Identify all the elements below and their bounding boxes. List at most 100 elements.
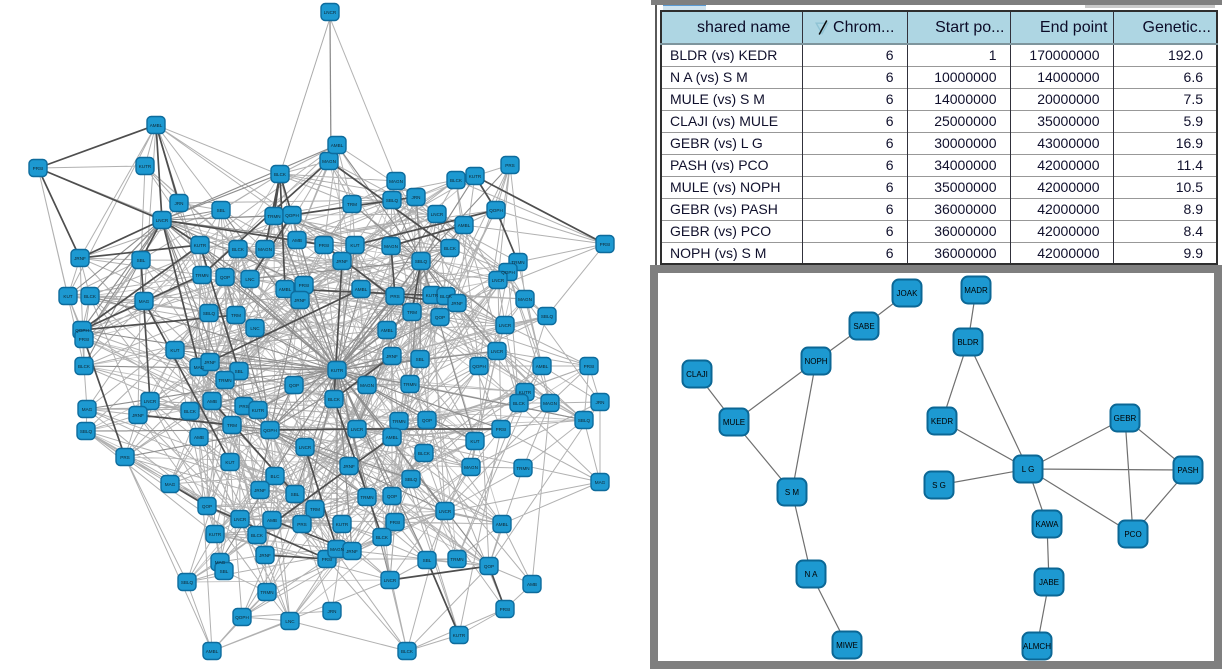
svg-text:AMBL: AMBL xyxy=(381,328,394,333)
svg-text:BLCK: BLCK xyxy=(418,451,431,456)
svg-text:BLCK: BLCK xyxy=(450,178,463,183)
svg-text:QOP: QOP xyxy=(289,383,299,388)
svg-text:JRNF: JRNF xyxy=(343,464,355,469)
svg-text:AMBL: AMBL xyxy=(458,223,471,228)
svg-text:LNCR: LNCR xyxy=(431,212,444,217)
svg-text:LNC: LNC xyxy=(250,326,260,331)
svg-text:SBL: SBL xyxy=(137,258,146,263)
svg-text:TRMN: TRMN xyxy=(511,260,524,265)
svg-text:GEBR: GEBR xyxy=(1114,414,1137,423)
svg-text:KUT: KUT xyxy=(470,439,479,444)
svg-text:JRN: JRN xyxy=(175,201,184,206)
svg-text:SBLQ: SBLQ xyxy=(386,198,399,203)
svg-text:PRSI: PRSI xyxy=(79,337,90,342)
svg-text:MAG: MAG xyxy=(194,365,205,370)
svg-text:AMBL: AMBL xyxy=(279,287,292,292)
svg-text:LNCR: LNCR xyxy=(144,399,157,404)
svg-text:AMBL: AMBL xyxy=(386,435,399,440)
svg-text:PRSI: PRSI xyxy=(322,557,333,562)
svg-text:KUTR: KUTR xyxy=(194,243,207,248)
svg-text:SBLQ: SBLQ xyxy=(80,429,93,434)
svg-text:QOPH: QOPH xyxy=(489,208,503,213)
svg-text:LNCR: LNCR xyxy=(384,578,397,583)
svg-text:KUTR: KUTR xyxy=(252,408,265,413)
svg-text:QOPH: QOPH xyxy=(263,428,277,433)
svg-text:JRN: JRN xyxy=(596,400,605,405)
svg-text:MAGN: MAGN xyxy=(360,383,374,388)
svg-text:MULE: MULE xyxy=(723,418,745,427)
svg-text:TRM: TRM xyxy=(407,310,417,315)
svg-text:BLC: BLC xyxy=(271,474,281,479)
svg-text:PRS: PRS xyxy=(297,522,306,527)
svg-text:PRSI: PRSI xyxy=(500,607,511,612)
svg-text:PRS: PRS xyxy=(390,294,399,299)
svg-text:TRM: TRM xyxy=(231,313,241,318)
svg-text:SBL: SBL xyxy=(220,569,229,574)
svg-text:AMBL: AMBL xyxy=(150,123,163,128)
svg-text:TRMN: TRMN xyxy=(392,419,405,424)
svg-text:KUTR: KUTR xyxy=(453,633,466,638)
svg-text:KUTR: KUTR xyxy=(336,522,349,527)
svg-text:QOPH: QOPH xyxy=(235,615,249,620)
svg-text:SBLQ: SBLQ xyxy=(405,477,418,482)
svg-text:BLCK: BLCK xyxy=(232,247,245,252)
svg-text:KUTR: KUTR xyxy=(139,164,152,169)
svg-text:SBLQ: SBLQ xyxy=(415,259,428,264)
svg-text:TRMN: TRMN xyxy=(450,557,463,562)
svg-text:AMB: AMB xyxy=(194,435,204,440)
svg-text:MADR: MADR xyxy=(964,286,988,295)
svg-text:AMBL: AMBL xyxy=(355,287,368,292)
svg-text:JRNF: JRNF xyxy=(294,298,306,303)
svg-text:SBLQ: SBLQ xyxy=(203,311,216,316)
svg-text:JRN: JRN xyxy=(412,195,421,200)
svg-text:JRNF: JRNF xyxy=(254,488,266,493)
svg-text:JRNF: JRNF xyxy=(386,354,398,359)
svg-text:QOPH: QOPH xyxy=(285,213,299,218)
svg-text:PRSI: PRSI xyxy=(319,243,330,248)
svg-text:KUT: KUT xyxy=(170,348,179,353)
svg-text:AMB: AMB xyxy=(267,518,277,523)
svg-text:JRNF: JRNF xyxy=(259,553,271,558)
svg-text:JRNF: JRNF xyxy=(132,413,144,418)
svg-text:AMBL: AMBL xyxy=(206,649,219,654)
svg-text:TRMN: TRMN xyxy=(360,495,373,500)
svg-text:LNCR: LNCR xyxy=(156,218,169,223)
svg-text:PRSI: PRSI xyxy=(496,427,507,432)
svg-text:PRSI: PRSI xyxy=(33,166,44,171)
svg-text:LNCR: LNCR xyxy=(492,278,505,283)
svg-text:PRS: PRS xyxy=(505,163,514,168)
svg-text:JRNF: JRNF xyxy=(346,549,358,554)
svg-text:MAGN: MAGN xyxy=(543,401,557,406)
svg-text:MAGN: MAGN xyxy=(464,465,478,470)
svg-text:SBL: SBL xyxy=(423,558,432,563)
svg-text:KAWA: KAWA xyxy=(1036,520,1060,529)
svg-text:AMBL: AMBL xyxy=(496,522,509,527)
svg-text:BLCK: BLCK xyxy=(444,246,457,251)
svg-text:JRN: JRN xyxy=(328,609,337,614)
svg-text:MAGN: MAGN xyxy=(384,244,398,249)
svg-text:PRSI: PRSI xyxy=(299,283,310,288)
svg-text:MAGN: MAGN xyxy=(330,547,344,552)
svg-text:MAG: MAG xyxy=(139,299,150,304)
svg-text:QOP: QOP xyxy=(202,504,212,509)
svg-text:SABE: SABE xyxy=(853,322,874,331)
svg-text:BLCK: BLCK xyxy=(251,533,264,538)
svg-text:BLCK: BLCK xyxy=(328,397,341,402)
svg-text:BLCK: BLCK xyxy=(513,401,526,406)
svg-text:SBLQ: SBLQ xyxy=(181,580,194,585)
svg-text:LNCR: LNCR xyxy=(491,349,504,354)
svg-text:PRSI: PRSI xyxy=(584,364,595,369)
svg-text:BLCK: BLCK xyxy=(440,294,453,299)
svg-text:MAGN: MAGN xyxy=(389,179,403,184)
svg-text:TRMN: TRMN xyxy=(403,382,416,387)
svg-text:AMBL: AMBL xyxy=(536,364,549,369)
svg-text:BLCK: BLCK xyxy=(78,364,91,369)
svg-text:JRNF: JRNF xyxy=(336,259,348,264)
svg-text:JRNF: JRNF xyxy=(451,301,463,306)
svg-text:PCO: PCO xyxy=(1124,530,1141,539)
svg-text:AMBL: AMBL xyxy=(331,143,344,148)
svg-text:TRMN: TRMN xyxy=(218,378,231,383)
svg-text:QOPH: QOPH xyxy=(472,364,486,369)
svg-text:JRNF: JRNF xyxy=(74,256,86,261)
svg-text:SBLQ: SBLQ xyxy=(578,418,591,423)
